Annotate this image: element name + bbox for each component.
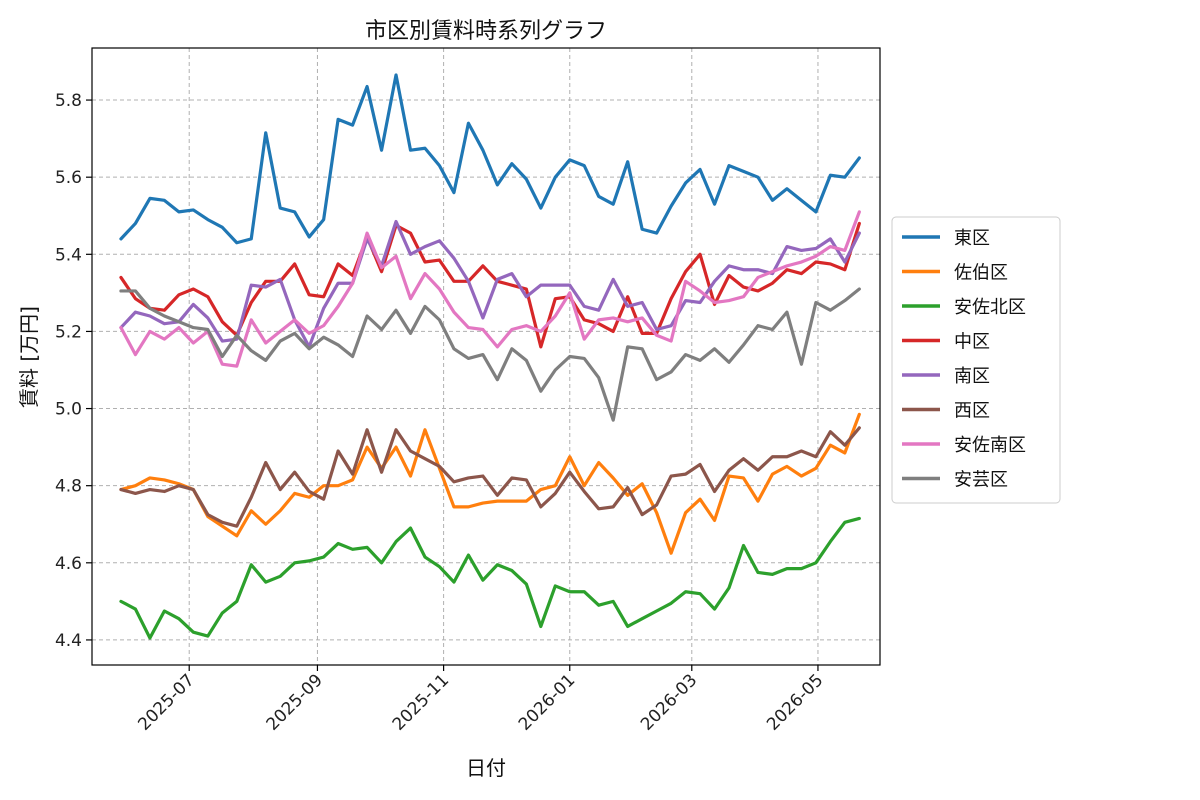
series-line-安芸区 — [119, 287, 861, 422]
y-axis-ticks: 4.4 4.6 4.8 5.0 5.2 5.4 5.6 5.8 — [55, 91, 92, 651]
legend-label: 安佐北区 — [954, 297, 1026, 318]
series-line-西区 — [119, 426, 861, 528]
y-tick-label: 4.8 — [55, 477, 82, 497]
y-tick-label: 5.4 — [55, 245, 82, 265]
y-axis-title: 賃料 [万円] — [17, 306, 41, 408]
series-lines — [119, 73, 861, 640]
y-tick-label: 5.2 — [55, 322, 82, 342]
y-tick-label: 5.6 — [55, 168, 82, 188]
series-line-安佐北区 — [119, 516, 861, 640]
y-tick-label: 4.4 — [55, 631, 82, 651]
series-line-中区 — [119, 221, 861, 349]
chart-title: 市区別賃料時系列グラフ — [365, 19, 607, 44]
y-tick-label: 5.8 — [55, 91, 82, 111]
y-tick-label: 4.6 — [55, 554, 82, 574]
x-axis-title: 日付 — [466, 756, 506, 780]
legend-label: 南区 — [954, 366, 990, 387]
legend-label: 西区 — [954, 401, 990, 422]
series-line-南区 — [119, 219, 861, 349]
series-line-佐伯区 — [119, 412, 861, 555]
legend-label: 安佐南区 — [954, 435, 1026, 456]
legend-box — [891, 216, 1061, 504]
plot-frame — [91, 47, 881, 666]
series-line-東区 — [119, 73, 861, 245]
legend-label: 安芸区 — [954, 470, 1008, 491]
y-tick-label: 5.0 — [55, 400, 82, 420]
legend-label: 東区 — [954, 228, 990, 249]
legend-label: 中区 — [954, 332, 990, 353]
legend-label: 佐伯区 — [954, 263, 1008, 284]
